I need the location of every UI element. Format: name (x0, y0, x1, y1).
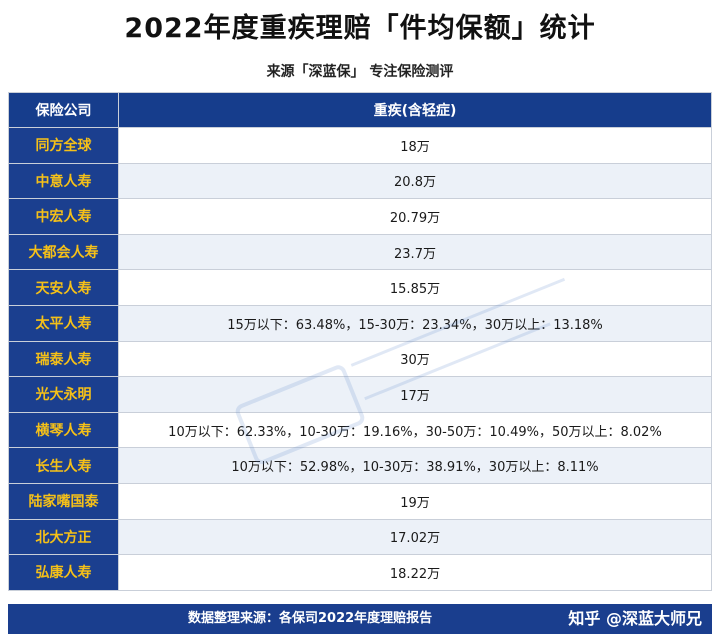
table-row: 同方全球 18万 (8, 127, 712, 164)
value-cell: 17万 (118, 376, 712, 413)
company-cell: 陆家嘴国泰 (8, 482, 119, 520)
footer-brand: 知乎 @深蓝大师兄 (568, 609, 702, 628)
company-cell: 中宏人寿 (8, 198, 119, 235)
value-cell: 18.22万 (118, 554, 712, 591)
value-cell: 10万以下：52.98%，10-30万：38.91%，30万以上：8.11% (118, 447, 712, 484)
table-row: 太平人寿 15万以下：63.48%，15-30万：23.34%，30万以上：13… (8, 304, 712, 342)
footer-bar: 数据整理来源：各保司2022年度理赔报告 知乎 @深蓝大师兄 (8, 604, 712, 634)
company-cell: 北大方正 (8, 518, 119, 556)
table-row: 横琴人寿 10万以下：62.33%，10-30万：19.16%，30-50万：1… (8, 411, 712, 449)
page-subtitle: 来源「深蓝保」 专注保险测评 (266, 64, 454, 80)
table-row: 光大永明 17万 (8, 376, 712, 413)
company-cell: 横琴人寿 (8, 411, 119, 449)
company-cell: 中意人寿 (8, 162, 119, 200)
header-value: 重疾(含轻症) (118, 92, 712, 128)
table-row: 中宏人寿 20.79万 (8, 198, 712, 235)
value-cell: 10万以下：62.33%，10-30万：19.16%，30-50万：10.49%… (118, 411, 712, 449)
table-row: 北大方正 17.02万 (8, 518, 712, 556)
company-cell: 长生人寿 (8, 447, 119, 484)
value-cell: 20.8万 (118, 162, 712, 200)
company-cell: 太平人寿 (8, 304, 119, 342)
value-cell: 30万 (118, 340, 712, 378)
value-cell: 19万 (118, 482, 712, 520)
company-cell: 光大永明 (8, 376, 119, 413)
table-row: 中意人寿 20.8万 (8, 162, 712, 200)
value-cell: 17.02万 (118, 518, 712, 556)
claims-table: 保险公司 重疾(含轻症) 同方全球 18万 中意人寿 20.8万 中宏人寿 20… (8, 92, 712, 591)
company-cell: 瑞泰人寿 (8, 340, 119, 378)
footer-source: 数据整理来源：各保司2022年度理赔报告 (188, 611, 433, 626)
company-cell: 同方全球 (8, 127, 119, 164)
table-row: 瑞泰人寿 30万 (8, 340, 712, 378)
company-cell: 弘康人寿 (8, 554, 119, 591)
header-company: 保险公司 (8, 92, 119, 128)
value-cell: 15万以下：63.48%，15-30万：23.34%，30万以上：13.18% (118, 304, 712, 342)
table-row: 天安人寿 15.85万 (8, 269, 712, 306)
table-row: 陆家嘴国泰 19万 (8, 482, 712, 520)
company-cell: 大都会人寿 (8, 233, 119, 271)
table-row: 弘康人寿 18.22万 (8, 554, 712, 591)
page-title: 2022年度重疾理赔「件均保额」统计 (124, 12, 596, 44)
value-cell: 20.79万 (118, 198, 712, 235)
table-row: 长生人寿 10万以下：52.98%，10-30万：38.91%，30万以上：8.… (8, 447, 712, 484)
table-row: 大都会人寿 23.7万 (8, 233, 712, 271)
value-cell: 23.7万 (118, 233, 712, 271)
table-header-row: 保险公司 重疾(含轻症) (8, 92, 712, 128)
value-cell: 18万 (118, 127, 712, 164)
company-cell: 天安人寿 (8, 269, 119, 306)
value-cell: 15.85万 (118, 269, 712, 306)
